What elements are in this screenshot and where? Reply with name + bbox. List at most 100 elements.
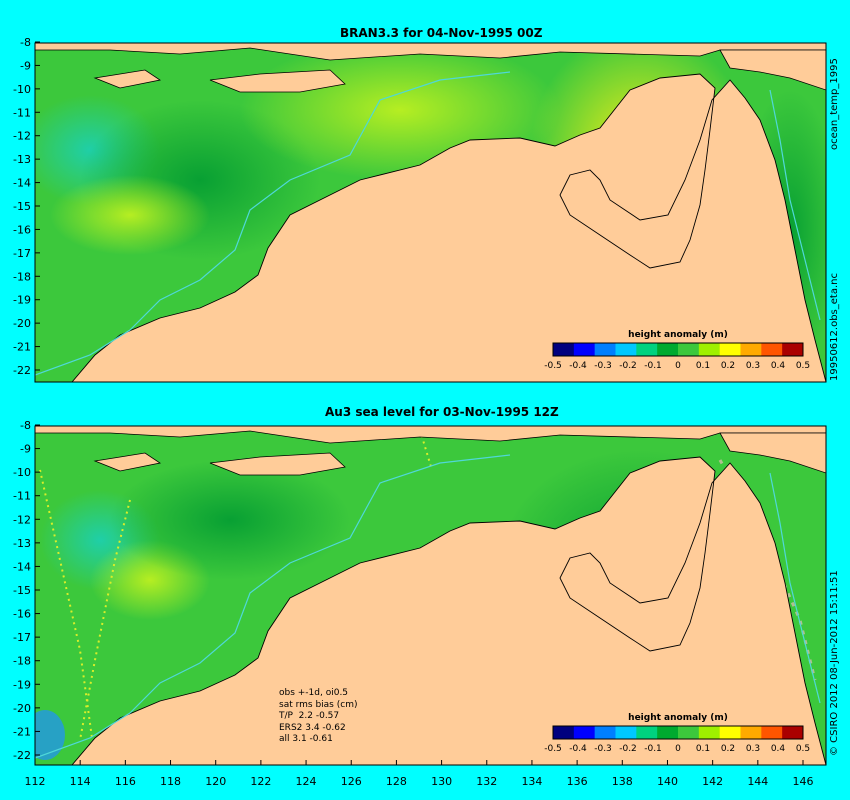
- isobath-line: [35, 71, 821, 376]
- colorbar-swatch: [553, 343, 575, 356]
- land-new-guinea: [719, 49, 826, 91]
- y-tick-label: -18: [13, 270, 31, 283]
- bottom-colorbar: height anomaly (m) -0.5 -0.4 -0.3 -0.2 -0.1 0 0…: [544, 713, 810, 754]
- colorbar-tick-label: -0.1: [644, 744, 662, 754]
- x-tick-label: 124: [296, 775, 317, 788]
- stats-line: obs +-1d, oi0.5: [279, 688, 349, 698]
- stats-line: all 3.1 -0.61: [279, 734, 333, 745]
- x-tick-label: 114: [70, 775, 91, 788]
- colorbar-swatch: [782, 726, 804, 739]
- y-tick-label: -22: [13, 364, 31, 377]
- y-tick-label: -16: [13, 608, 31, 621]
- colorbar-swatch: [761, 343, 783, 356]
- y-tick-label: -13: [13, 537, 31, 550]
- y-tick-label: -12: [13, 130, 31, 143]
- stats-line: sat rms bias (cm): [279, 699, 358, 710]
- x-tick-label: 144: [747, 775, 768, 788]
- y-tick-label: -21: [13, 725, 31, 738]
- colorbar-swatch: [615, 726, 637, 739]
- x-tick-label: 138: [612, 775, 633, 788]
- x-tick-label: 134: [521, 775, 542, 788]
- y-tick-label: -19: [13, 678, 31, 691]
- y-tick-label: -19: [13, 294, 31, 307]
- y-tick-label: -21: [13, 341, 31, 354]
- y-tick-label: -18: [13, 655, 31, 668]
- y-tick-label: -17: [13, 247, 31, 260]
- colorbar-label: height anomaly (m): [628, 330, 728, 340]
- colorbar-swatch: [740, 726, 762, 739]
- y-tick-label: -14: [13, 177, 31, 190]
- top-frame: [34, 42, 827, 383]
- bottom-y-axis: -8 -9 -10 -11 -12 -13 -14 -15 -16 -17 -18 -19 -20 -21…: [13, 419, 40, 762]
- top-y-axis: -8 -9 -10 -11 -12 -13 -14 -15 -16 -17 -18 -19 -20 -21…: [13, 36, 40, 377]
- y-tick-label: -17: [13, 631, 31, 644]
- y-tick-label: -9: [20, 59, 31, 72]
- colorbar-tick-label: 0.1: [696, 361, 710, 371]
- colorbar-swatch: [553, 726, 575, 739]
- land-australia: [71, 456, 826, 765]
- y-tick-label: -10: [13, 83, 31, 96]
- anomaly-blob: [35, 710, 65, 760]
- x-tick-label: 118: [160, 775, 181, 788]
- colorbar-swatch: [698, 343, 721, 356]
- satellite-track: [79, 499, 131, 741]
- colorbar-swatch: [782, 343, 804, 356]
- x-tick-label: 126: [341, 775, 362, 788]
- top-panel-title: BRAN3.3 for 04-Nov-1995 00Z: [340, 26, 543, 40]
- x-tick-label: 128: [386, 775, 407, 788]
- colorbar-swatch: [740, 343, 762, 356]
- colorbar-tick-label: -0.2: [619, 361, 637, 371]
- land-australia: [71, 73, 826, 382]
- y-tick-label: -15: [13, 200, 31, 213]
- colorbar-swatch: [636, 726, 658, 739]
- colorbar-tick-label: 0.1: [696, 744, 710, 754]
- x-tick-label: 112: [25, 775, 46, 788]
- bottom-map: [35, 426, 826, 765]
- colorbar-tick-label: 0.2: [721, 361, 735, 371]
- y-tick-label: -10: [13, 466, 31, 479]
- colorbar-swatch: [719, 726, 741, 739]
- colorbar-swatch: [678, 343, 700, 356]
- y-tick-label: -11: [13, 106, 31, 119]
- x-tick-label: 116: [115, 775, 136, 788]
- anomaly-blob: [50, 175, 210, 255]
- colorbar-tick-label: 0: [675, 361, 681, 371]
- colorbar-tick-label: 0: [675, 744, 681, 754]
- colorbar-swatch: [761, 726, 783, 739]
- colorbar-swatch: [719, 343, 741, 356]
- anomaly-blob: [110, 460, 350, 580]
- land-island: [209, 69, 346, 93]
- colorbar-tick-label: 0.4: [771, 744, 786, 754]
- land-island: [93, 69, 162, 89]
- colorbar-tick-label: -0.2: [619, 744, 637, 754]
- colorbar-swatch: [594, 343, 616, 356]
- y-tick-label: -20: [13, 702, 31, 715]
- x-tick-label: 146: [793, 775, 814, 788]
- y-tick-label: -12: [13, 513, 31, 526]
- colorbar-label: height anomaly (m): [628, 713, 728, 723]
- bottom-x-axis: 112 114 116 118 120 122 124 126 128 130 132 134 136 1…: [25, 760, 814, 788]
- colorbar-frame: [552, 725, 804, 740]
- colorbar-tick-label: 0.3: [746, 361, 760, 371]
- colorbar-swatch: [678, 726, 700, 739]
- colorbar-tick-label: -0.1: [644, 361, 662, 371]
- y-tick-label: -8: [20, 36, 31, 49]
- colorbar-tick-label: 0.5: [796, 361, 810, 371]
- colorbar-tick-label: -0.4: [569, 361, 587, 371]
- y-tick-label: -15: [13, 584, 31, 597]
- top-map: [35, 43, 826, 382]
- x-tick-label: 140: [657, 775, 678, 788]
- colorbar-tick-label: 0.2: [721, 744, 735, 754]
- land-new-guinea: [719, 432, 826, 474]
- colorbar-tick-label: -0.5: [544, 744, 562, 754]
- y-tick-label: -14: [13, 560, 31, 573]
- isobath-line: [35, 454, 821, 759]
- land-island: [209, 452, 346, 476]
- colorbar-frame: [552, 342, 804, 357]
- colorbar-swatch: [573, 726, 596, 739]
- x-tick-label: 122: [250, 775, 271, 788]
- x-tick-label: 142: [702, 775, 723, 788]
- colorbar-swatch: [573, 343, 596, 356]
- stats-line: ERS2 3.4 -0.62: [279, 722, 346, 733]
- y-tick-label: -9: [20, 443, 31, 456]
